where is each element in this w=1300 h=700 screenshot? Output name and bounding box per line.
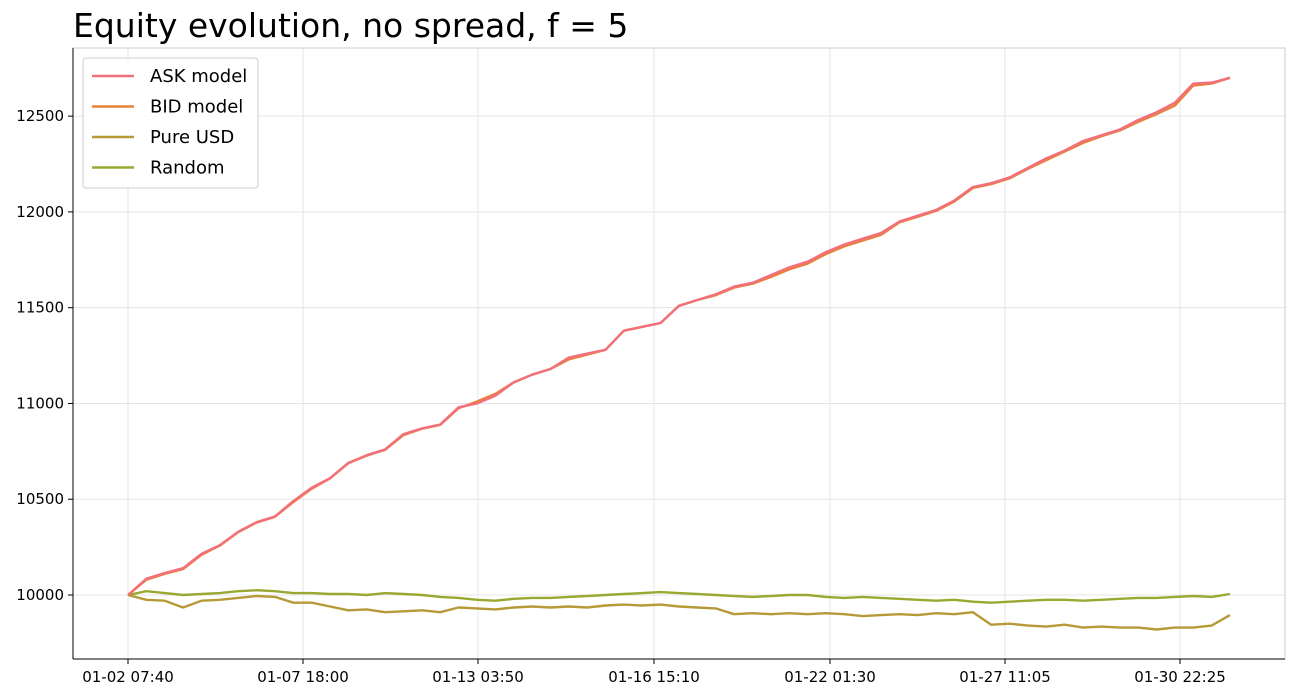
series-line-bid-model <box>127 76 1231 596</box>
x-tick-label: 01-02 07:40 <box>82 668 174 686</box>
series-line-pure-usd <box>127 593 1231 631</box>
y-tick-label: 11000 <box>16 394 64 412</box>
y-tick-label: 11500 <box>16 299 64 317</box>
x-tick-label: 01-13 03:50 <box>432 668 524 686</box>
legend-label: Random <box>150 158 225 179</box>
y-axis-ticks: 10000 10500 11000 11500 12000 12500 <box>16 107 73 604</box>
x-tick-label: 01-30 22:25 <box>1134 668 1226 686</box>
x-tick-label: 01-27 11:05 <box>959 668 1051 686</box>
y-tick-label: 10500 <box>16 490 64 508</box>
series-line-random <box>127 589 1231 604</box>
grid-lines <box>73 48 1285 659</box>
series-line-ask-model <box>127 76 1231 596</box>
y-tick-label: 12000 <box>16 203 64 221</box>
legend-box <box>82 57 259 189</box>
series-lines <box>127 76 1231 631</box>
x-tick-label: 01-07 18:00 <box>257 668 349 686</box>
legend: ASK model BID model Pure USD Random <box>82 57 259 189</box>
x-tick-label: 01-16 15:10 <box>608 668 700 686</box>
chart-title: Equity evolution, no spread, f = 5 <box>73 6 629 45</box>
x-axis-ticks: 01-02 07:40 01-07 18:00 01-13 03:50 01-16 1… <box>82 659 1226 686</box>
y-tick-label: 12500 <box>16 107 64 125</box>
legend-label: BID model <box>150 97 243 118</box>
legend-label: Pure USD <box>150 127 234 148</box>
legend-label: ASK model <box>150 66 247 87</box>
y-tick-label: 10000 <box>16 586 64 604</box>
x-tick-label: 01-22 01:30 <box>784 668 876 686</box>
